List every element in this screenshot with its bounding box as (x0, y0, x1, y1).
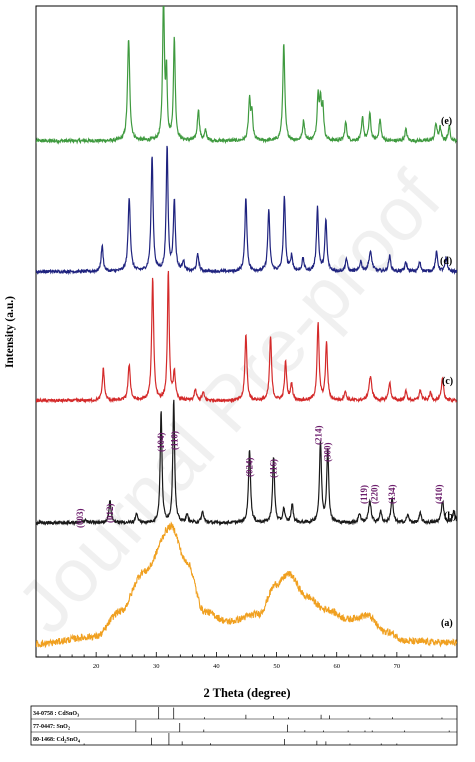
peak-label-024: (024) (245, 458, 255, 478)
peak-label-104: (104) (156, 433, 166, 453)
peak-label-300: (300) (323, 443, 333, 463)
peak-label-110: (110) (169, 431, 179, 450)
series-1-label: (e) (441, 116, 452, 127)
series-2-line (36, 145, 457, 276)
watermark-text: Journal Pre-proof (1, 156, 458, 650)
series-4-line (36, 399, 457, 527)
x-tick-label: 30 (153, 663, 160, 670)
reference-label-2: 77-0447: SnO2 (33, 724, 71, 731)
reference-box (30, 705, 458, 746)
series-3-line (36, 270, 457, 404)
x-tick-label: 40 (213, 663, 220, 670)
peak-label-119: (119) (359, 485, 369, 504)
peak-labels: (003) (012) (104) (110) (024) (116) (214)(300)… (75, 426, 444, 529)
x-axis-label: 2 Theta (degree) (203, 686, 290, 700)
x-axis-ticks: 20 30 40 50 60 70 (35, 652, 458, 670)
series-5-line (36, 521, 457, 649)
reference-label-3: 80-1468: Cd2SnO4 (33, 737, 81, 744)
reference-label-1: 34-0758 : CdSnO3 (33, 711, 80, 718)
series-4-label: (b) (444, 511, 456, 522)
reference-patterns: 34-0758 : CdSnO3 77-0447: SnO2 80-1468: Cd… (30, 705, 458, 746)
x-tick-label: 50 (273, 663, 280, 670)
peak-label-012: (012) (105, 504, 115, 524)
series-labels: (e) (d) (c) (b) (a) (440, 116, 456, 629)
peak-label-003: (003) (75, 509, 85, 529)
plot-frame (35, 5, 458, 658)
peak-label-214: (214) (314, 426, 324, 446)
peak-label-116: (116) (269, 459, 279, 478)
x-tick-label: 70 (394, 663, 401, 670)
peak-label-410: (410) (434, 485, 444, 505)
series-2-label: (d) (440, 256, 452, 267)
peak-label-134: (134) (387, 485, 397, 505)
series-3-label: (c) (442, 376, 453, 387)
x-tick-label: 60 (333, 663, 340, 670)
series-5-label: (a) (441, 618, 453, 629)
y-axis-label: Intensity (a.u.) (4, 296, 16, 368)
watermark: Journal Pre-proof (1, 156, 458, 650)
peak-label-220: (220) (370, 485, 380, 505)
series-1-line (36, 6, 457, 145)
series-group (36, 6, 457, 649)
x-tick-label: 20 (93, 663, 100, 670)
